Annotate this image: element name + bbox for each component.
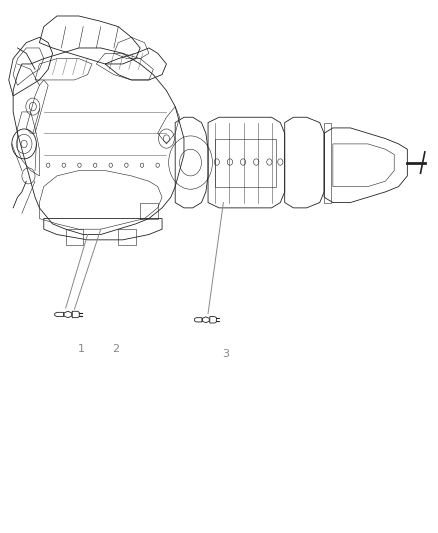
Text: 3: 3 [222,349,229,359]
Polygon shape [64,311,72,318]
Polygon shape [202,317,209,322]
Polygon shape [55,312,64,317]
Polygon shape [72,311,79,318]
Polygon shape [210,317,216,323]
Polygon shape [194,318,202,322]
Text: 2: 2 [113,344,120,354]
Text: 1: 1 [78,344,85,354]
